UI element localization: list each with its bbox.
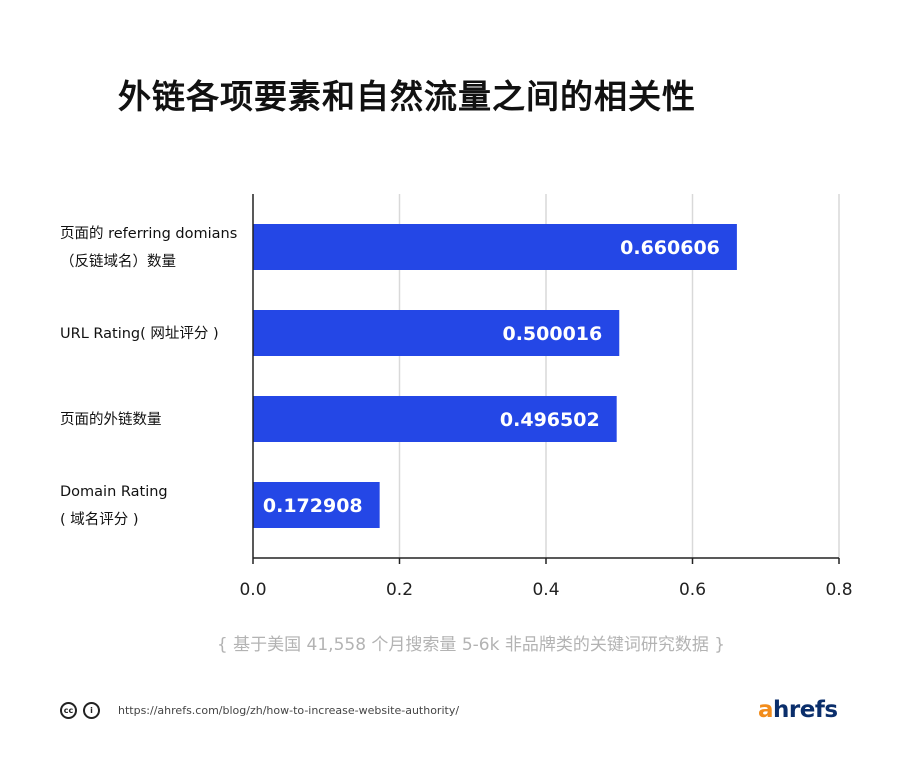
bar — [253, 482, 380, 528]
x-tick-label: 0.0 — [239, 580, 266, 600]
bar-value-label: 0.172908 — [263, 495, 363, 517]
x-tick-label: 0.6 — [679, 580, 706, 600]
category-label: URL Rating( 网址评分 ) — [60, 325, 219, 342]
bar-value-label: 0.496502 — [500, 409, 600, 431]
axes — [252, 194, 840, 564]
creative-commons-icon: cc — [60, 702, 77, 719]
category-label: Domain Rating — [60, 484, 168, 500]
category-label: 页面的 referring domians — [60, 225, 237, 242]
x-tick-label: 0.2 — [386, 580, 413, 600]
brand-rest: hrefs — [773, 697, 838, 723]
bar-value-label: 0.500016 — [502, 323, 602, 345]
attribution-icon: i — [83, 702, 100, 719]
bars: 0.660606 0.500016 0.496502 0.172908 — [253, 224, 737, 528]
ahrefs-logo[interactable]: ahrefs — [758, 697, 838, 723]
bar — [253, 396, 617, 442]
data-note: { 基于美国 41,558 个月搜索量 5-6k 非品牌类的关键词研究数据 } — [216, 635, 726, 655]
category-label: 页面的外链数量 — [60, 411, 162, 428]
bar — [253, 310, 620, 356]
x-tick-label: 0.4 — [532, 580, 559, 600]
brand-prefix: a — [758, 697, 774, 723]
category-label: （反链域名）数量 — [60, 253, 176, 270]
footer-url[interactable]: https://ahrefs.com/blog/zh/how-to-increa… — [118, 704, 460, 717]
chart-title: 外链各项要素和自然流量之间的相关性 — [118, 77, 696, 116]
category-labels: 页面的 referring domians （反链域名）数量 URL Rating(… — [60, 225, 237, 528]
footer-license: cc i https://ahrefs.com/blog/zh/how-to-i… — [60, 702, 459, 719]
category-label: ( 域名评分 ) — [60, 511, 139, 528]
bar-value-label: 0.660606 — [620, 237, 720, 259]
bar — [253, 224, 737, 270]
x-tick-label: 0.8 — [825, 580, 852, 600]
x-tick-labels: 0.0 0.2 0.4 0.6 0.8 — [239, 580, 852, 600]
